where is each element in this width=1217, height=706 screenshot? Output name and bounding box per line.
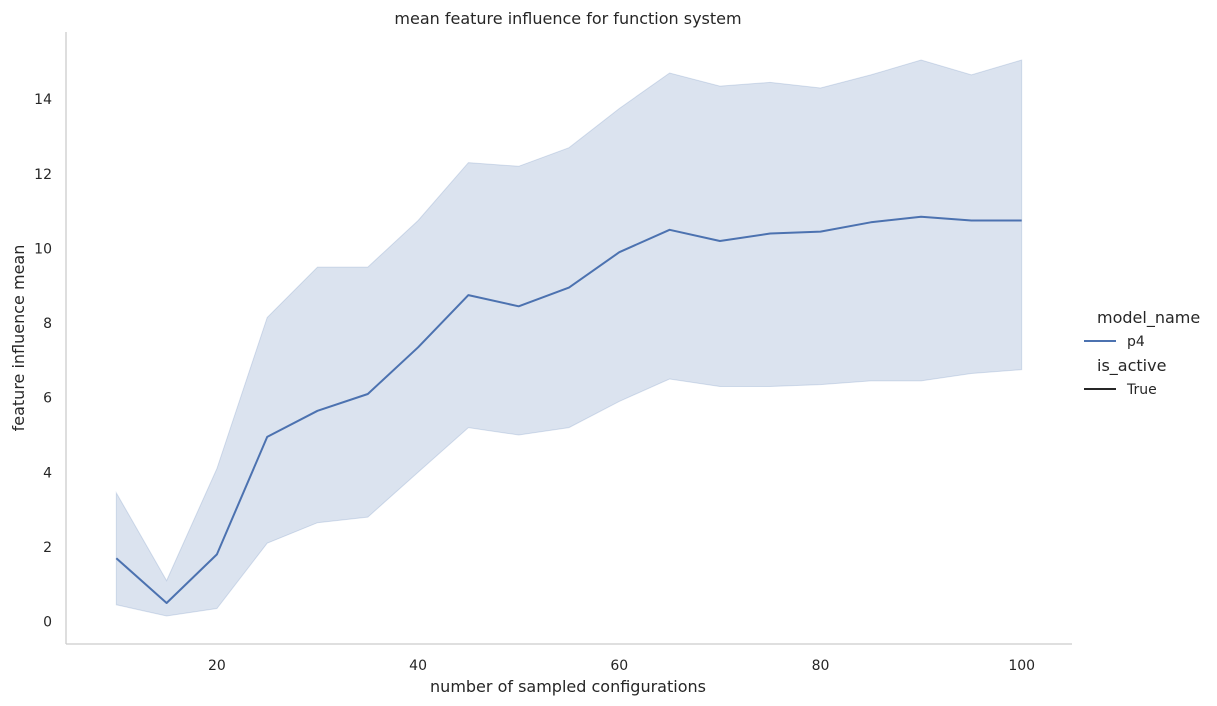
y-tick-label: 0 [43,615,52,631]
x-tick-labels: 20 40 60 80 100 [208,658,1035,674]
legend-title-model-name: model_name [1097,308,1200,328]
x-tick-label: 20 [208,658,226,674]
legend: model_name p4 is_active True [1084,308,1200,398]
x-axis-label: number of sampled configurations [430,677,706,696]
series-line-p4 [115,215,1022,604]
plot-area [115,59,1023,617]
x-tick-label: 100 [1008,658,1035,674]
y-tick-label: 12 [34,167,52,183]
x-tick-label: 80 [812,658,830,674]
y-tick-label: 14 [34,92,52,108]
y-tick-label: 10 [34,241,52,257]
x-tick-label: 40 [409,658,427,674]
y-tick-label: 8 [43,316,52,332]
legend-label-true: True [1126,382,1157,398]
confidence-band-layer [115,59,1023,617]
confidence-band-p4 [115,59,1023,617]
y-tick-label: 4 [43,465,52,481]
legend-title-is-active: is_active [1097,356,1166,376]
y-tick-label: 6 [43,391,52,407]
x-tick-label: 60 [610,658,628,674]
series-line-layer [115,215,1022,604]
y-tick-label: 2 [43,540,52,556]
y-tick-labels: 0 2 4 6 8 10 12 14 [34,92,52,630]
chart-title: mean feature influence for function syst… [394,9,741,28]
y-axis-label: feature influence mean [9,245,28,432]
legend-label-p4: p4 [1127,334,1145,350]
